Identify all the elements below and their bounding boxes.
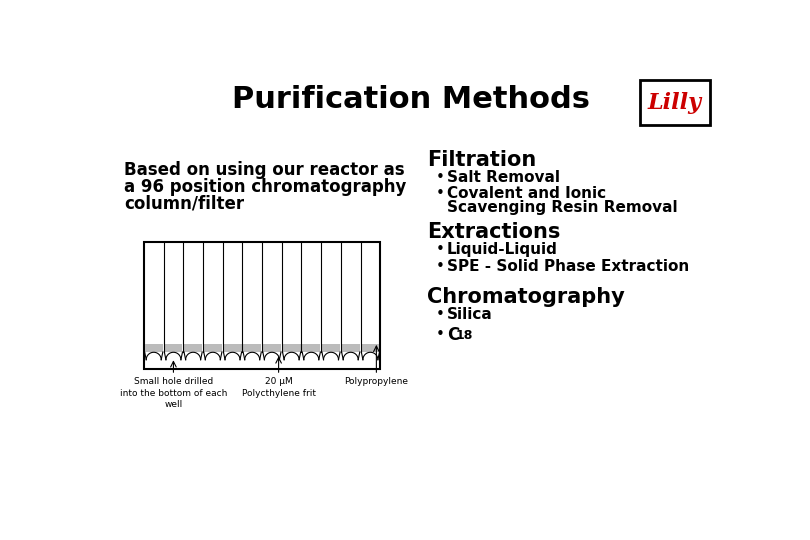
Bar (164, 345, 182, 352)
Text: •: • (436, 259, 445, 274)
Text: SPE - Solid Phase Extraction: SPE - Solid Phase Extraction (447, 259, 689, 274)
Bar (302, 345, 321, 352)
Bar (144, 242, 380, 369)
Bar (640, 80, 710, 125)
Text: 18: 18 (455, 329, 473, 342)
Bar (243, 345, 262, 352)
Text: Liquid-Liquid: Liquid-Liquid (447, 242, 558, 257)
Bar (204, 345, 222, 352)
Bar (322, 345, 340, 352)
Text: Lilly: Lilly (648, 91, 701, 113)
Text: Salt Removal: Salt Removal (447, 170, 560, 185)
Text: 20 μM
Polycthylene frit: 20 μM Polycthylene frit (241, 377, 316, 397)
Text: Extractions: Extractions (427, 222, 561, 242)
Text: •: • (436, 170, 445, 185)
Bar (224, 345, 241, 352)
Text: Polypropylene: Polypropylene (344, 377, 408, 387)
Text: Small hole drilled
into the bottom of each
well: Small hole drilled into the bottom of ea… (120, 377, 227, 409)
Text: Silica: Silica (447, 307, 492, 322)
Text: •: • (436, 327, 445, 342)
Text: •: • (436, 307, 445, 322)
Text: •: • (436, 186, 445, 201)
Text: Based on using our reactor as: Based on using our reactor as (125, 161, 405, 179)
Bar (283, 345, 301, 352)
Text: Covalent and Ionic: Covalent and Ionic (447, 186, 606, 201)
Text: Scavenging Resin Removal: Scavenging Resin Removal (447, 200, 677, 215)
Bar (342, 345, 360, 352)
Text: •: • (436, 242, 445, 257)
Text: column/filter: column/filter (125, 195, 245, 213)
Text: Purification Methods: Purification Methods (232, 85, 590, 114)
Bar (184, 345, 202, 352)
Bar (262, 345, 281, 352)
Text: Filtration: Filtration (427, 150, 536, 170)
Text: Chromatography: Chromatography (427, 287, 625, 307)
Bar (361, 345, 379, 352)
Text: C: C (447, 326, 459, 344)
Text: a 96 position chromatography: a 96 position chromatography (125, 178, 407, 196)
Bar (145, 345, 163, 352)
